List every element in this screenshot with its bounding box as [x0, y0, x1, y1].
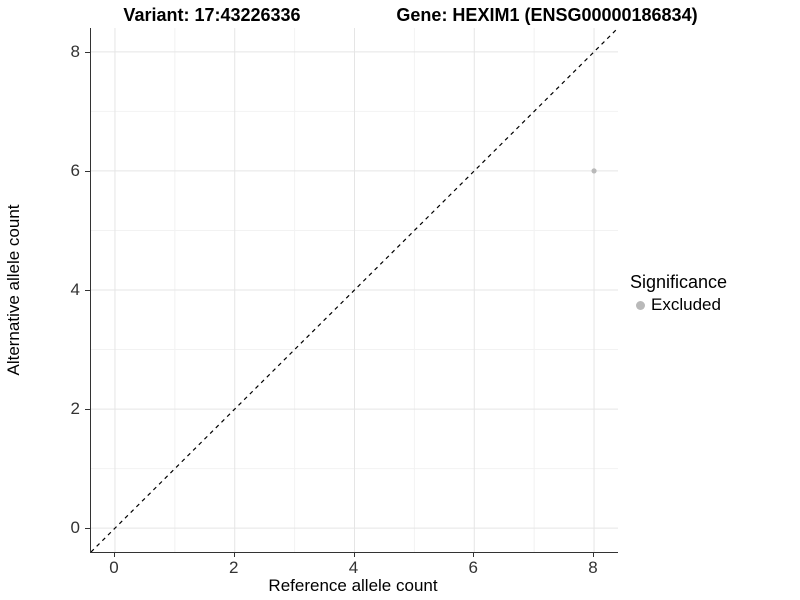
y-tick-mark: [85, 409, 90, 411]
plot-title-variant: Variant: 17:43226336: [123, 5, 301, 25]
y-tick-label: 4: [70, 280, 80, 299]
y-tick-label: 0: [70, 518, 80, 538]
x-tick-mark: [593, 552, 595, 557]
x-tick-label: 6: [468, 558, 478, 577]
x-tick-label: 2: [228, 558, 239, 577]
x-tick-label: 4: [348, 558, 359, 577]
legend: Significance Excluded: [630, 272, 727, 315]
plot-canvas: [91, 28, 618, 552]
data-point: [591, 168, 597, 174]
y-tick-mark: [85, 290, 90, 291]
plot-panel: [90, 28, 618, 553]
y-tick-mark: [85, 170, 90, 172]
legend-title: Significance: [630, 272, 728, 292]
x-tick-mark: [353, 552, 355, 557]
x-tick-mark: [473, 552, 475, 557]
legend-item-excluded: Excluded: [630, 295, 727, 315]
x-tick-mark: [113, 552, 115, 557]
x-tick-label: 8: [588, 558, 598, 577]
y-tick-label: 8: [70, 41, 80, 61]
legend-item-label: Excluded: [651, 295, 721, 314]
x-tick-label: 0: [109, 558, 119, 577]
x-tick-mark: [233, 552, 235, 557]
y-axis-title: Alternative allele count: [4, 204, 23, 376]
identity-dashed-line: [91, 28, 618, 552]
y-tick-label: 6: [70, 160, 80, 180]
y-tick-mark: [85, 528, 90, 530]
y-tick-mark: [85, 51, 90, 53]
plot-title-gene: Gene: HEXIM1 (ENSG00000186834): [396, 5, 698, 25]
legend-key-dot-icon: [636, 300, 645, 310]
y-tick-label: 2: [70, 399, 80, 419]
x-axis-title: Reference allele count: [268, 576, 438, 595]
